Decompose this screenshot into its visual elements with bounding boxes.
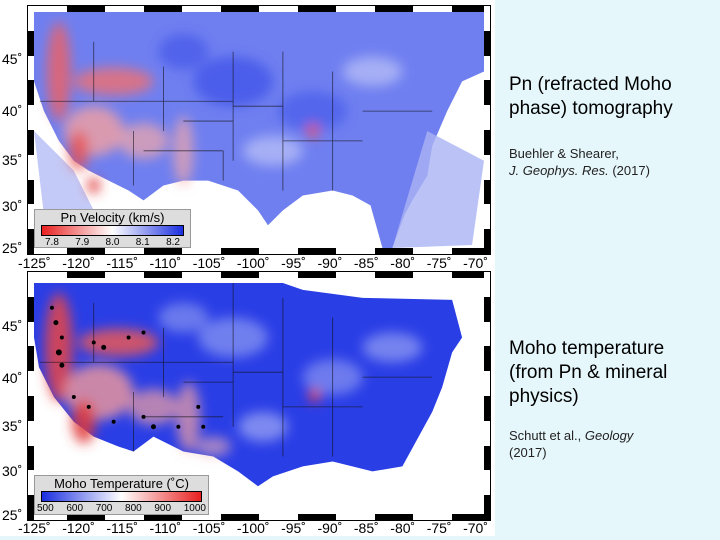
y-label: 30˚ [2, 463, 23, 479]
panel-2-title: Moho temperature (from Pn & mineral phys… [509, 338, 668, 407]
legend-ticks: 500 600 700 800 900 1000 [37, 503, 206, 514]
pn-velocity-legend: Pn Velocity (km/s) 7.8 7.9 8.0 8.1 8.2 [34, 209, 191, 248]
bottom-tick-bar [28, 514, 490, 520]
y-label: 25˚ [2, 507, 23, 523]
left-tick-bar [28, 272, 34, 520]
pn-velocity-map: Pn Velocity (km/s) 7.8 7.9 8.0 8.1 8.2 [27, 5, 491, 255]
moho-temperature-legend: Moho Temperature (˚C) 500 600 700 800 90… [34, 475, 209, 515]
y-label: 30˚ [2, 198, 23, 214]
bottom-tick-bar [28, 248, 490, 254]
panel-2-text: Moho temperature (from Pn & mineral phys… [509, 337, 667, 461]
moho-temperature-map: Moho Temperature (˚C) 500 600 700 800 90… [27, 271, 491, 521]
panel-2-citation: Schutt et al., Geology (2017) [509, 428, 634, 460]
y-label: 25˚ [2, 240, 23, 256]
panel-1-text: Pn (refracted Moho phase) tomography Bue… [509, 73, 673, 179]
legend-title: Moho Temperature (˚C) [54, 476, 189, 491]
legend-ticks: 7.8 7.9 8.0 8.1 8.2 [45, 237, 180, 248]
y-label: 40˚ [2, 370, 23, 386]
right-tick-bar [484, 6, 490, 254]
moho-temperature-field [34, 278, 484, 514]
y-label: 40˚ [2, 103, 23, 119]
figure-area: Pn Velocity (km/s) 7.8 7.9 8.0 8.1 8.2 4… [0, 0, 495, 536]
panel-1-title: Pn (refracted Moho phase) tomography [509, 74, 673, 119]
left-tick-bar [28, 6, 34, 254]
colorbar [41, 491, 202, 502]
y-label: 35˚ [2, 152, 23, 168]
colorbar [41, 225, 184, 236]
panel-1-citation: Buehler & Shearer, J. Geophys. Res. (201… [509, 146, 650, 178]
y-label: 45˚ [2, 51, 23, 67]
legend-title: Pn Velocity (km/s) [60, 210, 165, 225]
y-label: 35˚ [2, 418, 23, 434]
y-label: 45˚ [2, 318, 23, 334]
top-tick-bar [28, 6, 490, 12]
pn-velocity-field [34, 12, 484, 248]
top-tick-bar [28, 272, 490, 278]
x-axis-labels: -125˚ -120˚ -115˚ -110˚ -105˚ -100˚ -95˚… [18, 255, 488, 271]
x-axis-labels: -125˚ -120˚ -115˚ -110˚ -105˚ -100˚ -95˚… [18, 520, 488, 536]
right-tick-bar [484, 272, 490, 520]
